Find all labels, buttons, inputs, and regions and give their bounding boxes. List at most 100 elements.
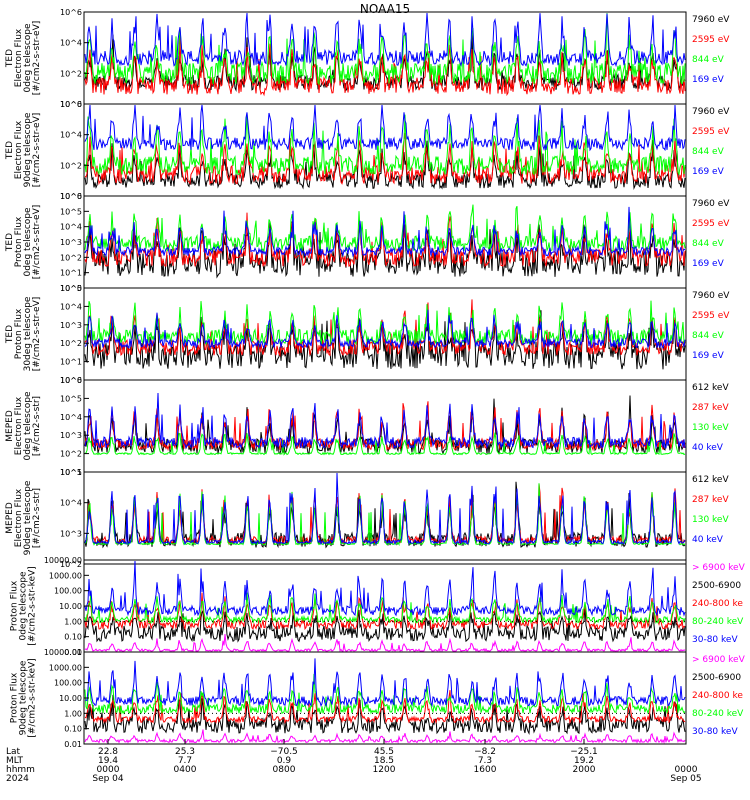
x-tick-label: −70.5 <box>270 747 298 757</box>
legend-entry: 30-80 keV <box>692 635 738 645</box>
series-line <box>84 432 686 456</box>
y-tick-label: 10^4 <box>60 302 82 311</box>
series-line <box>84 472 686 546</box>
y-axis-label: 0deg telescope <box>23 23 33 93</box>
y-axis-label: TED <box>5 49 15 68</box>
legend-entry: 2595 eV <box>692 127 730 137</box>
legend-entry: > 6900 keV <box>692 563 746 573</box>
y-tick-label: 10^2 <box>60 161 82 170</box>
y-tick-label: 1.00 <box>64 617 82 626</box>
series-line <box>84 300 686 346</box>
legend-entry: 612 keV <box>692 475 729 485</box>
y-axis-label: TED <box>5 325 15 344</box>
legend-entry: 130 keV <box>692 515 729 525</box>
series-line <box>84 114 686 176</box>
y-tick-label: 10^5 <box>60 468 82 477</box>
y-axis-label: Proton Flux <box>14 216 24 267</box>
x-tick-label: 0000 <box>97 765 120 775</box>
x-tick-label: Sep 05 <box>670 774 701 784</box>
panel-8: 0.01 0.10 1.00 10.00 100.00 1000.00 10000.00 Pr… <box>10 648 746 749</box>
y-tick-label: 10^3 <box>60 321 82 330</box>
x-tick-label: 0400 <box>174 765 197 775</box>
panel-5: 10^1 10^2 10^3 10^4 10^5 10^6 MEPED Electron Fl… <box>5 376 729 477</box>
y-axis-label: TED <box>5 141 15 160</box>
y-tick-label: 1000.00 <box>49 663 82 672</box>
y-tick-label: 10^4 <box>60 39 82 48</box>
legend-entry: 2595 eV <box>692 219 730 229</box>
series-line <box>84 560 686 617</box>
y-tick-label: 0.10 <box>64 633 82 642</box>
y-axis-label: [#/cm2-s-str-eV] <box>32 297 42 372</box>
legend-entry: 169 eV <box>692 259 725 269</box>
y-axis-label: [#/cm2-s-str-eV] <box>32 205 42 280</box>
legend-entry: 612 keV <box>692 383 729 393</box>
legend-entry: 169 eV <box>692 75 725 85</box>
legend-entry: 80-240 keV <box>692 709 744 719</box>
series-line <box>84 221 686 279</box>
y-axis-label: [#/cm2-s-str] <box>32 488 42 548</box>
legend-entry: 287 keV <box>692 403 729 413</box>
legend-entry: 169 eV <box>692 167 725 177</box>
y-tick-label: 10^3 <box>60 431 82 440</box>
y-tick-label: 10^4 <box>60 413 82 422</box>
panel-4: 10^0 10^1 10^2 10^3 10^4 10^5 TED Proton Flux 30… <box>5 284 730 385</box>
series-line <box>84 590 686 625</box>
legend-entry: 30-80 keV <box>692 727 738 737</box>
x-tick-label: 45.5 <box>374 747 394 757</box>
series-line <box>84 633 686 653</box>
panel-3: 10^0 10^1 10^2 10^3 10^4 10^5 10^6 TED Proton Fl… <box>5 192 730 293</box>
series-line <box>84 212 686 268</box>
legend-entry: 844 eV <box>692 331 725 341</box>
y-tick-label: 10^1 <box>60 358 82 367</box>
x-row-label: 2024 <box>6 774 29 784</box>
y-tick-label: 10^2 <box>60 560 82 569</box>
y-tick-label: 10^6 <box>60 100 82 109</box>
x-tick-label: 7.3 <box>478 756 492 766</box>
y-axis-label: MEPED <box>5 502 15 534</box>
y-tick-label: 10^5 <box>60 394 82 403</box>
y-tick-label: 10^5 <box>60 207 82 216</box>
figure-title: NOAA15 <box>360 2 410 16</box>
legend-entry: > 6900 keV <box>692 655 746 665</box>
y-axis-label: Proton Flux <box>10 672 20 723</box>
x-tick-label: 0800 <box>273 765 296 775</box>
y-axis-label: [#/cm2-s-str-eV] <box>32 113 42 188</box>
y-tick-label: 10.00 <box>59 694 82 703</box>
y-axis-label: Electron Flux <box>14 120 24 179</box>
y-axis-label: [#/cm2-s-str-keV] <box>28 566 38 645</box>
legend-entry: 130 keV <box>692 423 729 433</box>
y-tick-label: 0.01 <box>64 740 82 749</box>
y-tick-label: 0.10 <box>64 725 82 734</box>
y-tick-label: 10^4 <box>60 499 82 508</box>
y-tick-label: 10^6 <box>60 192 82 201</box>
y-tick-label: 10^1 <box>60 468 82 477</box>
legend-entry: 169 eV <box>692 351 725 361</box>
y-tick-label: 10.00 <box>59 602 82 611</box>
legend-entry: 2500-6900 <box>692 673 741 683</box>
y-axis-label: 90deg telescope <box>23 480 33 555</box>
legend-entry: 287 keV <box>692 495 729 505</box>
y-tick-label: 10^2 <box>60 450 82 459</box>
y-axis-label: TED <box>5 233 15 252</box>
y-axis-label: [#/cm2-s-str-eV] <box>32 21 42 96</box>
legend-entry: 7960 eV <box>692 199 730 209</box>
y-tick-label: 10^6 <box>60 8 82 17</box>
y-tick-label: 10^4 <box>60 223 82 232</box>
legend-entry: 844 eV <box>692 147 725 157</box>
series-line <box>84 309 686 350</box>
legend-entry: 80-240 keV <box>692 617 744 627</box>
panel-2: 10^0 10^2 10^4 10^6 TED Electron Flux 90deg te… <box>5 100 730 201</box>
x-tick-label: −8.2 <box>474 747 496 757</box>
x-tick-label: 19.4 <box>98 756 118 766</box>
series-line <box>84 12 686 68</box>
y-tick-label: 10^0 <box>60 376 82 385</box>
series-line <box>84 658 686 708</box>
series-line <box>84 104 686 152</box>
y-tick-label: 10^0 <box>60 284 82 293</box>
legend-entry: 240-800 ke <box>692 691 743 701</box>
x-row-label: MLT <box>6 756 24 766</box>
x-tick-label: 7.7 <box>178 756 192 766</box>
